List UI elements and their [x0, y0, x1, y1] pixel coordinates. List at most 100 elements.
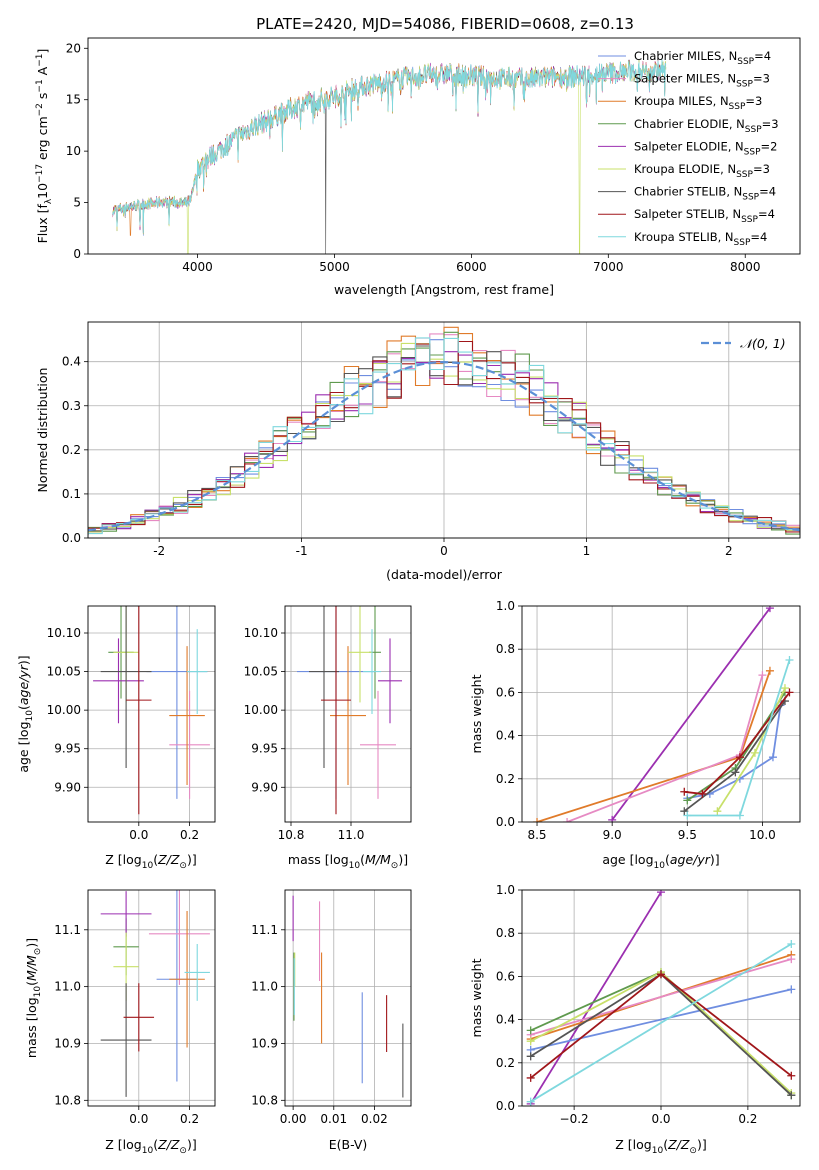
weight-line — [530, 958, 792, 1036]
y-tick-label: 0.0 — [496, 1099, 515, 1113]
spectrum-line-4 — [112, 60, 667, 234]
y-axis-label: age [log10(age/yr)] — [16, 655, 35, 772]
y-tick-label: 10.00 — [244, 703, 278, 717]
weight-marker — [787, 1091, 796, 1100]
x-axis-label: E(B-V) — [329, 1137, 368, 1152]
y-tick-label: 10.05 — [47, 665, 81, 679]
errorbar-5 — [348, 606, 372, 703]
x-tick-label: 10.8 — [278, 828, 305, 842]
y-tick-label: 10 — [66, 144, 81, 158]
weight-marker — [683, 796, 692, 805]
legend-label: Chabrier STELIB, NSSP=4 — [634, 185, 776, 203]
weight-marker — [768, 753, 777, 762]
normal-curve — [88, 360, 800, 532]
legend-label: Kroupa STELIB, NSSP=4 — [634, 230, 767, 248]
y-tick-label: 9.90 — [54, 780, 81, 794]
x-axis-label: mass [log10(M/M⊙)] — [288, 852, 408, 871]
y-tick-label: 10.8 — [251, 1093, 278, 1107]
y-tick-label: 11.0 — [251, 980, 278, 994]
x-tick-label: 0.01 — [320, 1112, 347, 1126]
axes-frame — [284, 889, 412, 1107]
panel-weights_vs_Z: −0.2 0.0 0.2 0.0 0.2 0.4 0.6 0.8 1.0 Z [log10(Z/Z… — [469, 883, 801, 1156]
y-tick-label: 0.6 — [496, 969, 515, 983]
y-tick-label: 5 — [73, 196, 81, 210]
legend-label: Salpeter STELIB, NSSP=4 — [634, 207, 775, 225]
spectrum-line-2 — [112, 61, 667, 236]
errorbar-6 — [100, 606, 152, 768]
weight-line — [611, 607, 771, 821]
y-tick-label: 11.1 — [251, 923, 278, 937]
x-tick-label: 11.0 — [338, 828, 365, 842]
weight-marker — [680, 807, 689, 816]
errorbar-4 — [378, 638, 402, 724]
axes-frame — [521, 605, 801, 823]
x-tick-label: 9.0 — [603, 828, 622, 842]
y-tick-label: 0.0 — [496, 815, 515, 829]
plot-area — [526, 890, 796, 1106]
panel-age_vs_mass: 10.8 11.0 9.90 9.95 10.00 10.05 10.10 mass [log… — [244, 605, 412, 871]
y-tick-label: 10.10 — [244, 626, 278, 640]
x-tick-label: 10.0 — [749, 828, 776, 842]
y-axis-label: mass [log10(M/M⊙)] — [24, 938, 43, 1058]
panel-residuals: -2 -1 0 1 2 0.0 0.1 0.2 0.3 0.4 𝒩(0, 1) Normed dist… — [35, 321, 801, 582]
weight-marker — [680, 787, 689, 796]
x-tick-label: 8.5 — [527, 828, 546, 842]
weight-marker — [787, 940, 796, 948]
y-axis-label: mass weight — [469, 958, 484, 1037]
y-tick-label: 0.4 — [496, 729, 515, 743]
x-tick-label: 9.5 — [678, 828, 697, 842]
x-axis-label: Z [log10(Z/Z⊙)] — [105, 1137, 196, 1156]
plot-area — [100, 890, 210, 1097]
errorbar-1 — [360, 690, 396, 799]
y-tick-label: 9.95 — [54, 742, 81, 756]
errorbar-2 — [330, 646, 366, 785]
weight-marker — [735, 811, 744, 820]
x-tick-label: 4000 — [182, 260, 213, 274]
weight-marker — [526, 1037, 535, 1046]
plot-area — [88, 326, 800, 537]
weight-marker — [608, 815, 617, 822]
y-tick-label: 0.4 — [62, 355, 81, 369]
weight-marker — [533, 818, 542, 822]
x-tick-label: 2 — [725, 544, 733, 558]
plot-area — [297, 606, 402, 815]
legend-label: Kroupa ELODIE, NSSP=3 — [634, 162, 770, 180]
spectrum-line-6 — [112, 59, 666, 254]
x-tick-label: 0 — [440, 544, 448, 558]
weight-marker — [785, 656, 794, 664]
spectrum-line-0 — [112, 59, 667, 236]
x-tick-label: 0.0 — [129, 828, 148, 842]
y-tick-label: 0.8 — [496, 926, 515, 940]
x-tick-label: 7000 — [593, 260, 624, 274]
spectrum-line-5 — [112, 59, 667, 254]
weight-marker — [780, 684, 789, 693]
weight-series-2 — [533, 666, 774, 822]
weight-marker — [750, 748, 759, 757]
x-tick-label: -2 — [153, 544, 165, 558]
errorbar-4 — [100, 891, 152, 937]
legend-label: Kroupa MILES, NSSP=3 — [634, 94, 762, 112]
y-tick-label: 10.00 — [47, 703, 81, 717]
y-tick-label: 0.4 — [496, 1013, 515, 1027]
x-tick-label: −0.2 — [560, 1112, 589, 1126]
weight-marker — [563, 818, 572, 822]
weight-line — [530, 943, 792, 1103]
weight-line — [684, 691, 791, 795]
y-tick-label: 10.9 — [251, 1036, 278, 1050]
y-tick-label: 10.8 — [54, 1093, 81, 1107]
weight-marker — [787, 985, 796, 994]
y-tick-label: 0.2 — [62, 443, 81, 457]
x-tick-label: 0.02 — [361, 1112, 388, 1126]
plot-area — [112, 58, 667, 254]
y-tick-label: 11.0 — [54, 980, 81, 994]
x-tick-label: 0.0 — [129, 1112, 148, 1126]
y-tick-label: 0 — [73, 247, 81, 261]
x-axis-label: age [log10(age/yr)] — [602, 852, 719, 871]
weight-marker — [787, 955, 796, 964]
errorbar-7 — [126, 606, 152, 815]
weight-series-4 — [526, 890, 665, 1106]
x-tick-label: 6000 — [456, 260, 487, 274]
y-tick-label: 0.2 — [496, 1056, 515, 1070]
errorbar-8 — [187, 629, 208, 714]
